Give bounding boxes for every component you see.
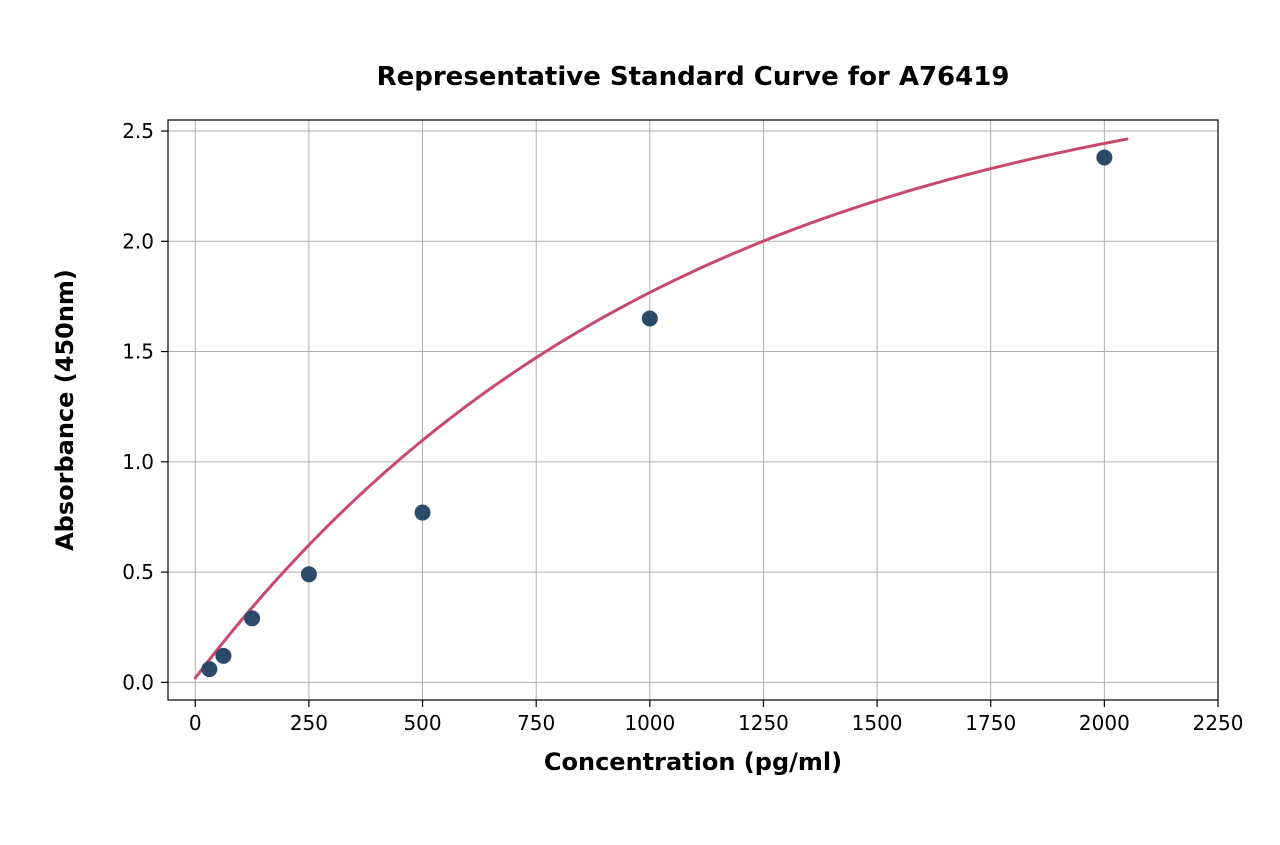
data-point xyxy=(201,661,217,677)
ytick-label: 2.5 xyxy=(122,119,154,143)
x-axis-label: Concentration (pg/ml) xyxy=(544,748,842,776)
data-point xyxy=(301,566,317,582)
xtick-label: 0 xyxy=(189,711,202,735)
data-point xyxy=(215,648,231,664)
data-point xyxy=(415,505,431,521)
xtick-label: 500 xyxy=(403,711,441,735)
xtick-label: 2250 xyxy=(1193,711,1244,735)
y-axis-label: Absorbance (450nm) xyxy=(51,269,79,551)
data-point xyxy=(642,310,658,326)
ytick-label: 1.5 xyxy=(122,340,154,364)
xtick-label: 1750 xyxy=(965,711,1016,735)
ytick-label: 0.5 xyxy=(122,560,154,584)
xtick-label: 1000 xyxy=(624,711,675,735)
ytick-label: 2.0 xyxy=(122,229,154,253)
xtick-label: 2000 xyxy=(1079,711,1130,735)
standard-curve-chart: 0 250 500 750 1000 1250 1500 1750 2000 2250 0.0 0.5… xyxy=(0,0,1280,845)
ytick-label: 0.0 xyxy=(122,670,154,694)
chart-title: Representative Standard Curve for A76419 xyxy=(377,62,1010,92)
data-point xyxy=(1096,149,1112,165)
plot-bg xyxy=(168,120,1218,700)
ytick-label: 1.0 xyxy=(122,450,154,474)
data-point xyxy=(244,610,260,626)
xtick-label: 250 xyxy=(290,711,328,735)
xtick-label: 750 xyxy=(517,711,555,735)
chart-container: 0 250 500 750 1000 1250 1500 1750 2000 2250 0.0 0.5… xyxy=(0,0,1280,845)
xtick-label: 1250 xyxy=(738,711,789,735)
xtick-label: 1500 xyxy=(852,711,903,735)
